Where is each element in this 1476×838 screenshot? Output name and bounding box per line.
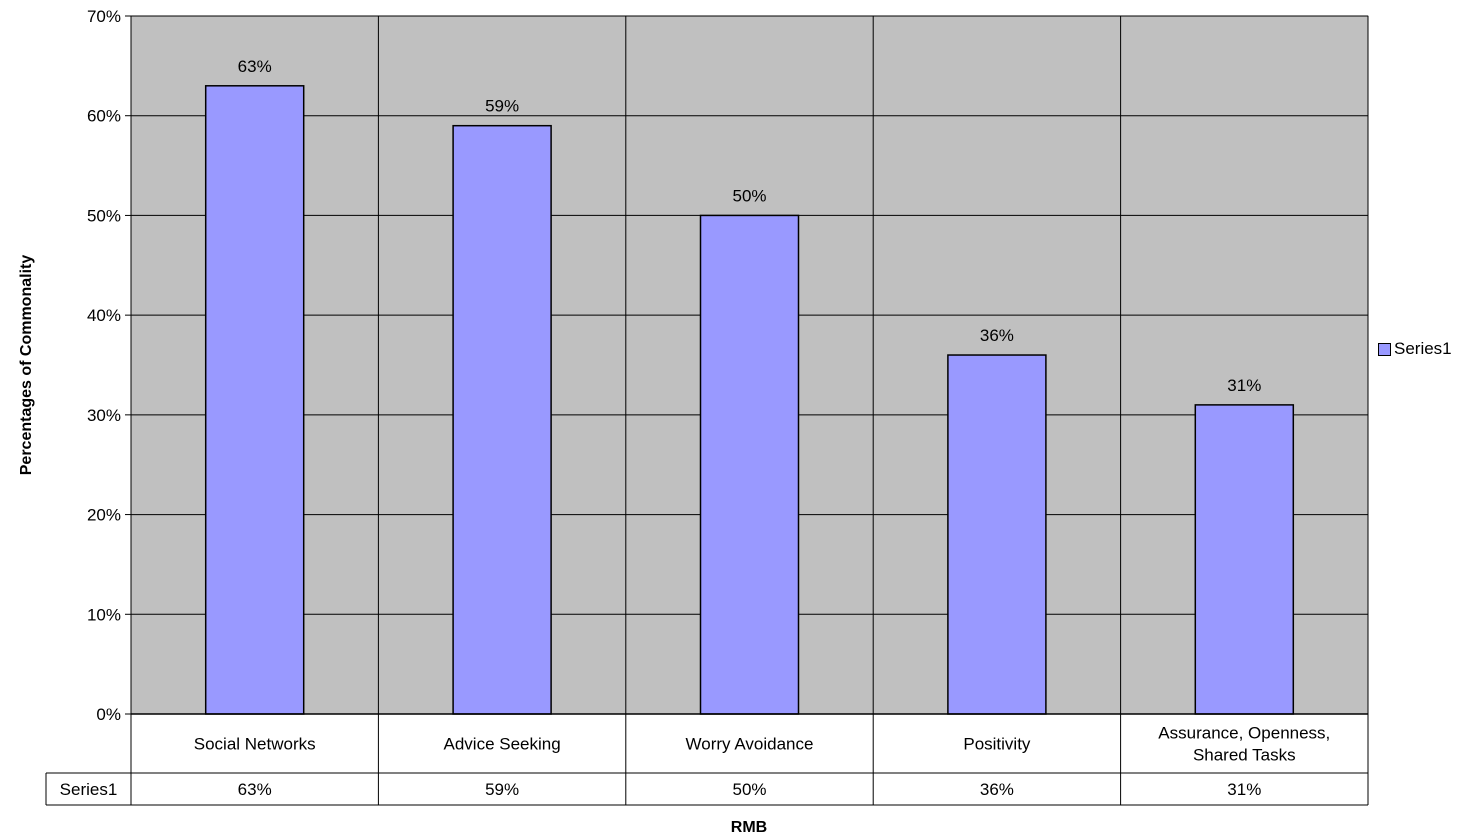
bar [204, 85, 305, 715]
table-value: 63% [238, 780, 272, 799]
x-tick-label: Worry Avoidance [686, 735, 814, 754]
y-tick-label: 40% [87, 306, 121, 325]
data-label: 31% [1227, 376, 1261, 395]
y-tick-label: 50% [87, 206, 121, 225]
y-tick-label: 20% [87, 506, 121, 525]
data-labels: 63% 59% 50% 36% 31% [238, 57, 1262, 395]
data-table: Social Networks 63% Advice Seeking 59% Worry… [45, 713, 1369, 806]
y-tick-label: 30% [87, 406, 121, 425]
bar [452, 124, 552, 715]
x-tick-label: Social Networks [194, 735, 316, 754]
y-axis-title: Percentages of Commonality [18, 255, 35, 476]
x-tick-label: Assurance, Openness, [1158, 724, 1330, 743]
y-tick-label: 70% [87, 7, 121, 26]
table-value: 59% [485, 780, 519, 799]
legend: Series1 [1378, 339, 1452, 359]
bar [1194, 404, 1295, 715]
bar [947, 354, 1047, 715]
y-tick-label: 60% [87, 107, 121, 126]
legend-label: Series1 [1394, 339, 1452, 358]
y-tick-label: 0% [96, 705, 121, 724]
table-value: 36% [980, 780, 1014, 799]
y-axis-ticks: 0% 10% 20% 30% 40% 50% 60% 70% [87, 7, 131, 724]
data-label: 59% [485, 97, 519, 116]
bars [204, 85, 1295, 715]
x-tick-label: Positivity [963, 735, 1031, 754]
table-value: 31% [1227, 780, 1261, 799]
data-label: 63% [238, 57, 272, 76]
x-tick-label: Shared Tasks [1193, 746, 1296, 765]
legend-swatch [1378, 342, 1391, 356]
y-tick-label: 10% [87, 605, 121, 624]
bar [699, 214, 800, 715]
data-label: 50% [732, 186, 766, 205]
x-axis-title: RMB [731, 819, 767, 836]
x-tick-label: Advice Seeking [444, 735, 561, 754]
table-value: 50% [732, 780, 766, 799]
data-label: 36% [980, 326, 1014, 345]
table-row-label: Series1 [60, 780, 118, 799]
